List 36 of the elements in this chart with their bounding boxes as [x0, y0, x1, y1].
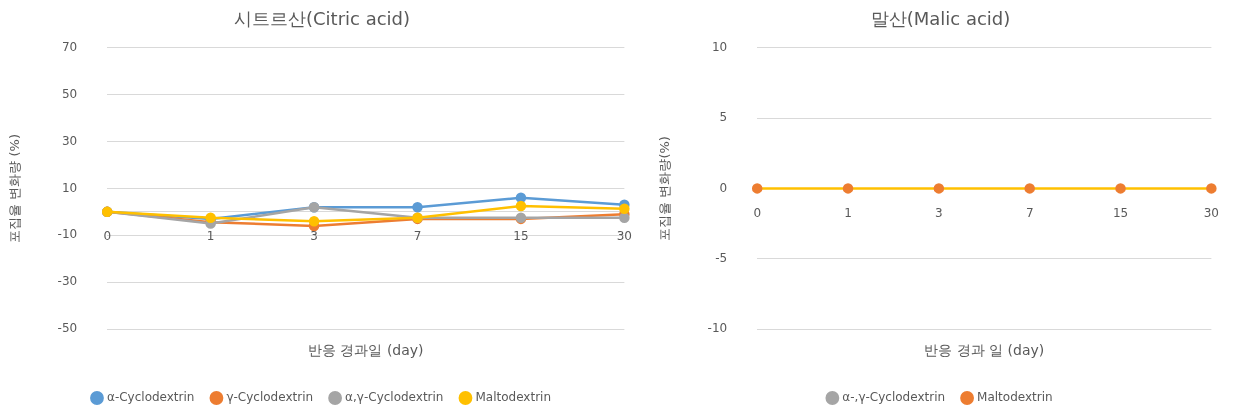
x-tick-label: 3: [310, 229, 318, 244]
x-tick-label: 15: [1112, 205, 1129, 220]
y-tick-label: 30: [61, 133, 78, 148]
x-tick-label: 1: [206, 229, 215, 244]
x-tick-label: 3: [935, 205, 943, 220]
y-tick-label: -30: [57, 274, 78, 289]
x-tick-label: 0: [103, 229, 112, 244]
legend-label: α-Cyclodextrin: [106, 390, 195, 405]
legend-label: Maltodextrin: [475, 390, 552, 405]
y-tick-label: 5: [719, 110, 728, 125]
x-tick-label: 7: [1025, 205, 1034, 220]
legend-label: γ-Cyclodextrin: [226, 390, 314, 405]
y-axis-title: 포집율 변화량(%): [657, 136, 673, 241]
x-axis-title: 반응 경과 일 (day): [924, 342, 1045, 359]
x-axis-title: 반응 경과일 (day): [307, 342, 424, 359]
y-tick-label: 10: [61, 180, 78, 195]
y-tick-label: -5: [715, 250, 728, 265]
x-tick-label: 15: [513, 229, 529, 244]
legend-label: α,γ-Cyclodextrin: [345, 390, 444, 405]
y-tick-label: 10: [711, 39, 728, 54]
legend-label: α-,γ-Cyclodextrin: [842, 390, 946, 405]
x-tick-label: 30: [1203, 205, 1220, 220]
x-tick-label: 0: [753, 205, 762, 220]
y-tick-label: 70: [61, 39, 78, 54]
x-tick-label: 7: [413, 229, 422, 244]
legend-label: Maltodextrin: [977, 390, 1053, 405]
y-axis-title: 포집율 변화량 (%): [7, 134, 23, 243]
y-tick-label: -10: [57, 227, 78, 242]
x-tick-label: 30: [616, 229, 633, 244]
y-tick-label: 0: [719, 180, 728, 195]
y-tick-label: -10: [707, 321, 728, 336]
chart-title: 말산(Malic acid): [870, 8, 1011, 30]
y-tick-label: -50: [57, 321, 78, 336]
y-tick-label: 50: [61, 86, 78, 101]
chart-title: 시트르산(Citric acid): [233, 8, 411, 30]
x-tick-label: 1: [844, 205, 852, 220]
